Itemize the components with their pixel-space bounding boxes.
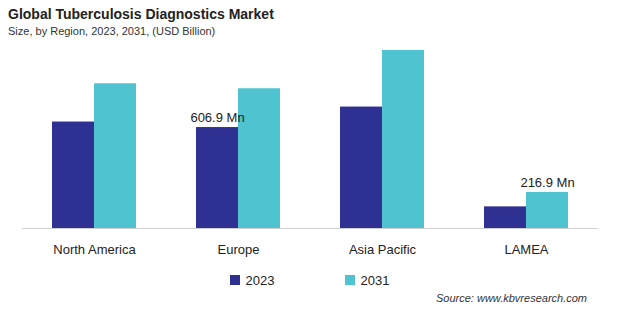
html-text:Source: www.kbvresearch.com: Source: www.kbvresearch.com — [436, 292, 587, 304]
svg-text:606.9 Mn: 606.9 Mn — [190, 110, 244, 125]
html-text:2031: 2031 — [360, 272, 390, 288]
svg-text:LAMEA: LAMEA — [504, 242, 548, 257]
html-text:Global Tuberculosis Diagnostic: Global Tuberculosis Diagnostics Market — [8, 6, 274, 22]
svg-text:Europe: Europe — [218, 242, 260, 257]
html-text:Size, by Region, 2023, 2031, (: Size, by Region, 2023, 2031, (USD Billio… — [8, 25, 216, 37]
html-text:2023: 2023 — [245, 272, 275, 288]
svg-text:North America: North America — [53, 242, 136, 257]
svg-text:216.9 Mn: 216.9 Mn — [520, 175, 574, 190]
svg-text:Asia Pacific: Asia Pacific — [349, 242, 417, 257]
